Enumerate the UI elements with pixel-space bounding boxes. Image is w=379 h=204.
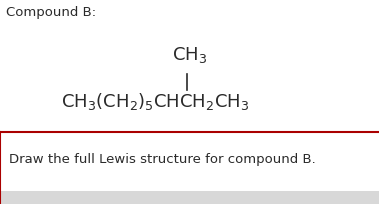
Text: Draw the full Lewis structure for compound B.: Draw the full Lewis structure for compou… [9,153,316,166]
Bar [0,133,379,191]
Text: CH$_3$: CH$_3$ [172,45,207,65]
Text: CH$_3$(CH$_2$)$_5$CHCH$_2$CH$_3$: CH$_3$(CH$_2$)$_5$CHCH$_2$CH$_3$ [61,91,249,112]
Bar [0,191,379,204]
Text: Compound B:: Compound B: [6,6,96,19]
